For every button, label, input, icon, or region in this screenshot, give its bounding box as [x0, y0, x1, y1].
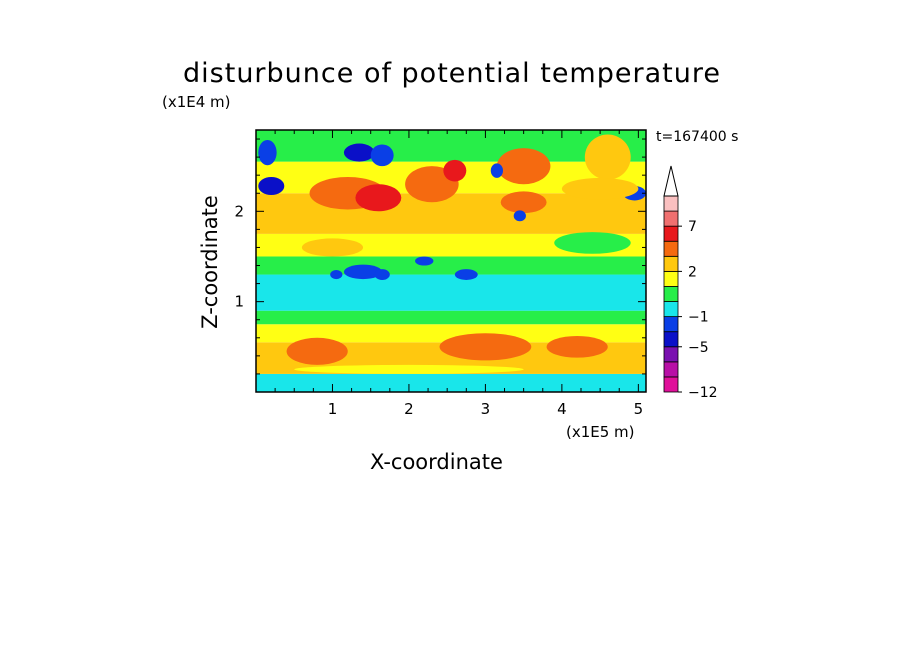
colorbar-cell: [663, 270, 679, 287]
colorbar-cell: [663, 346, 679, 363]
colorbar-cell: [663, 286, 679, 302]
x-tick-label: 1: [328, 400, 338, 418]
contour-region: [258, 139, 277, 166]
contour-region: [500, 191, 547, 214]
colorbar: −12−5−127: [663, 165, 718, 401]
contour-band: [256, 324, 646, 343]
time-label: t=167400 s: [656, 129, 739, 145]
colorbar-extend-triangle: [663, 165, 679, 197]
contour-region: [554, 232, 631, 254]
x-tick-label: 2: [404, 400, 414, 418]
contour-band: [256, 256, 646, 275]
contour-region: [294, 364, 524, 374]
contour-region: [258, 176, 285, 196]
y-tick-label: 2: [234, 202, 244, 220]
colorbar-cell: [663, 331, 679, 348]
contour-region: [496, 148, 551, 185]
contour-region: [286, 337, 348, 365]
contour-region: [370, 144, 394, 167]
colorbar-label: 7: [688, 219, 697, 235]
colorbar-cell: [663, 225, 679, 242]
x-axis: 1 2 3 4 5: [274, 130, 644, 418]
colorbar-cell: [663, 195, 679, 212]
x-tick-label: 4: [557, 400, 567, 418]
colorbar-cell: [663, 361, 679, 378]
colorbar-cell: [663, 376, 679, 393]
y-axis: 12: [234, 138, 646, 375]
x-axis-label: X-coordinate: [370, 450, 503, 474]
contour-region: [546, 335, 608, 358]
colorbar-label: −12: [688, 385, 718, 401]
contour-region: [343, 143, 375, 162]
contour-region: [330, 270, 343, 280]
contour-band: [256, 130, 646, 162]
contour-band: [256, 274, 646, 311]
plot-area: [256, 130, 646, 392]
contour-region: [439, 333, 532, 361]
colorbar-label: 2: [688, 264, 697, 280]
plot-frame: [255, 129, 647, 393]
colorbar-label: −5: [688, 340, 709, 356]
x-tick-label: 3: [481, 400, 491, 418]
y-tick-label: 1: [234, 293, 244, 311]
colorbar-cell: [663, 240, 679, 257]
contour-region: [490, 163, 503, 178]
contour-region: [301, 238, 364, 257]
colorbar-cell: [663, 301, 679, 318]
contour-region: [443, 159, 467, 182]
contour-region: [415, 256, 434, 266]
colorbar-label: −1: [688, 310, 709, 326]
colorbar-cell: [663, 210, 679, 227]
contour-region: [561, 177, 639, 200]
contour-region: [355, 184, 402, 212]
colorbar-cell: [663, 255, 679, 272]
x-axis-unit: (x1E5 m): [566, 423, 635, 441]
chart-title: disturbunce of potential temperature: [183, 58, 721, 89]
contour-region: [343, 264, 383, 280]
x-tick-label: 5: [634, 400, 644, 418]
contour-band: [256, 373, 646, 392]
contour-region: [454, 269, 478, 280]
contour-band: [256, 310, 646, 325]
contour-region: [374, 269, 390, 280]
colorbar-cell: [663, 316, 679, 333]
contour-region: [584, 134, 631, 180]
contour-region: [513, 210, 526, 222]
y-axis-unit: (x1E4 m): [162, 93, 231, 111]
